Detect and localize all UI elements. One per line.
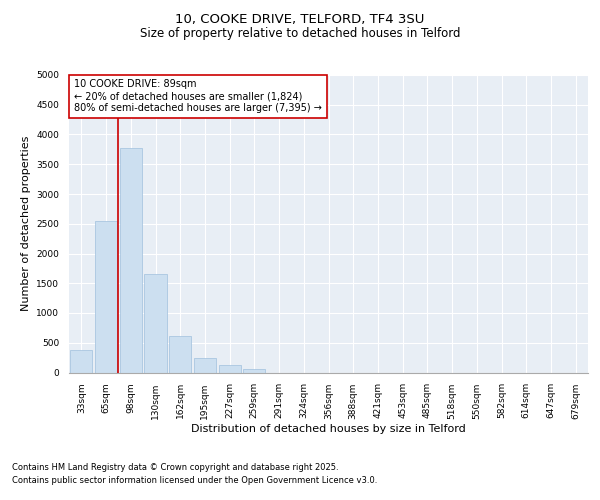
Text: Contains public sector information licensed under the Open Government Licence v3: Contains public sector information licen… (12, 476, 377, 485)
Text: 10, COOKE DRIVE, TELFORD, TF4 3SU: 10, COOKE DRIVE, TELFORD, TF4 3SU (175, 12, 425, 26)
Text: 10 COOKE DRIVE: 89sqm
← 20% of detached houses are smaller (1,824)
80% of semi-d: 10 COOKE DRIVE: 89sqm ← 20% of detached … (74, 80, 322, 112)
Bar (169, 336, 191, 372)
Bar (218, 366, 241, 372)
Text: Contains HM Land Registry data © Crown copyright and database right 2025.: Contains HM Land Registry data © Crown c… (12, 464, 338, 472)
Bar (145, 274, 167, 372)
Bar (95, 221, 117, 372)
Text: Size of property relative to detached houses in Telford: Size of property relative to detached ho… (140, 28, 460, 40)
Y-axis label: Number of detached properties: Number of detached properties (21, 136, 31, 312)
Bar (70, 350, 92, 372)
Bar (194, 358, 216, 372)
X-axis label: Distribution of detached houses by size in Telford: Distribution of detached houses by size … (191, 424, 466, 434)
Bar (243, 369, 265, 372)
Bar (119, 148, 142, 372)
